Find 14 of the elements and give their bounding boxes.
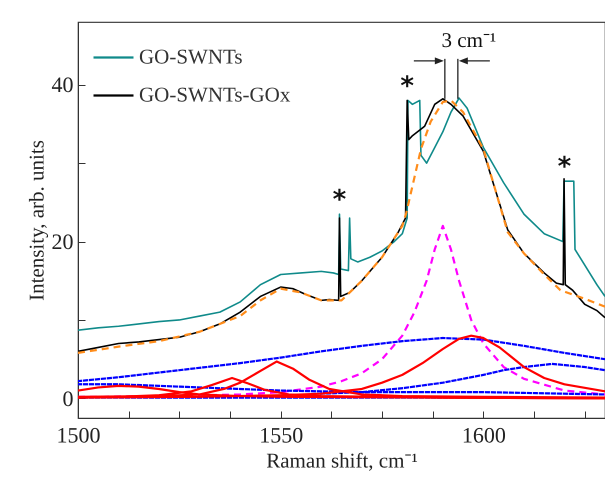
y-tick-label: 40 <box>52 72 74 98</box>
legend-label: GO-SWNTs <box>139 44 243 68</box>
x-axis-title: Raman shift, cm⁻¹ <box>266 448 418 472</box>
x-tick-label: 1600 <box>462 422 506 448</box>
annotation: * <box>558 152 572 182</box>
annotation: * <box>400 71 414 102</box>
y-axis-title: Intensity, arb. units <box>24 140 48 301</box>
x-tick-label: 1550 <box>259 422 304 448</box>
annotation: * <box>332 185 347 216</box>
annotation: 3 cm⁻¹ <box>441 28 496 52</box>
y-tick-label: 0 <box>62 386 74 411</box>
y-tick-label: 20 <box>52 229 74 254</box>
legend-label: GO-SWNTs-GOx <box>139 82 291 106</box>
x-tick-label: 1500 <box>56 422 100 448</box>
